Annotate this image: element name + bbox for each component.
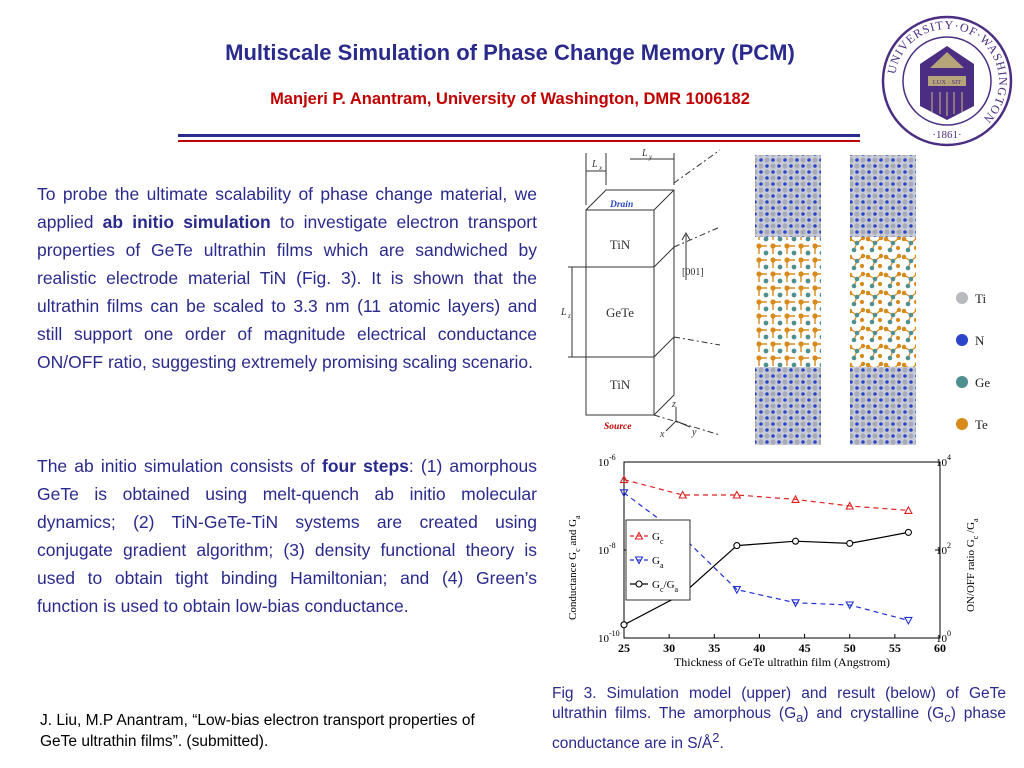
series-1-point: [732, 586, 742, 595]
axis-x-label: x: [659, 429, 665, 440]
legend-marker-1: [634, 556, 644, 565]
header-rule-red: [178, 140, 860, 142]
x-tick-label: 60: [934, 641, 946, 655]
y-left-axis-label: Conductance Gc and Ga: [567, 515, 582, 620]
series-line-0: [623, 479, 909, 511]
figure-caption: Fig 3. Simulation model (upper) and resu…: [552, 685, 1006, 753]
source-label: Source: [604, 422, 632, 432]
y-right-axis-label: ON/OFF ratio Gc /Ga: [965, 518, 980, 612]
svg-text:y: y: [648, 153, 653, 161]
legend-label-2: Gc/Ga: [652, 579, 679, 594]
layer-gete: GeTe: [606, 305, 634, 320]
crystalline-gete: [755, 237, 821, 367]
layer-tin-top: TiN: [610, 237, 631, 252]
x-tick-label: 55: [889, 641, 901, 655]
series-0-point: [732, 490, 742, 499]
x-axis-label: Thickness of GeTe ultrathin film (Angstr…: [674, 655, 890, 669]
page-subtitle: Manjeri P. Anantram, University of Washi…: [270, 90, 750, 108]
x-tick-label: 40: [753, 641, 765, 655]
y-right-tick-label: 104: [936, 453, 951, 469]
series-1-point: [619, 489, 629, 498]
legend-label-1: Ga: [652, 555, 664, 570]
legend-label-0: Gc: [652, 531, 664, 546]
series-line-1: [623, 492, 909, 621]
series-1-point: [903, 616, 913, 626]
direction-label: [001]: [682, 267, 704, 278]
atom-legend-label-ti: Ti: [975, 291, 986, 306]
series-0-point: [903, 505, 913, 514]
svg-text:x: x: [598, 164, 603, 172]
conductance-chart: 25 30 35 40 45 50 55 60 Thickness of GeTe ultrat…: [567, 453, 980, 669]
series-2-point: [733, 542, 741, 550]
atom-legend-label-n: N: [975, 333, 985, 348]
series-2-point: [620, 621, 628, 629]
y-right-tick-label: 102: [936, 541, 951, 557]
series-2-point: [904, 528, 912, 536]
body-paragraph-1: To probe the ultimate scalability of pha…: [37, 184, 537, 372]
x-tick-label: 35: [708, 641, 720, 655]
atom-legend-dot-n: [956, 334, 968, 346]
label-lz: L: [560, 307, 567, 318]
atom-legend-dot-ti: [956, 292, 968, 304]
x-tick-label: 45: [799, 641, 811, 655]
axis-z-label: z: [671, 399, 676, 410]
crystal-tin-top: [755, 155, 821, 237]
svg-text:z: z: [567, 312, 571, 320]
y-left-tick-label: 10-8: [598, 541, 616, 557]
atom-legend: Ti N Ge Te: [956, 291, 990, 432]
y-left-tick-label: 10-6: [598, 453, 616, 469]
layer-tin-bottom: TiN: [610, 377, 631, 392]
page-title: Multiscale Simulation of Phase Change Me…: [225, 40, 795, 65]
y-left-tick-label: 10-10: [598, 629, 620, 645]
atom-legend-dot-te: [956, 418, 968, 430]
amorphous-tin-top: [850, 155, 916, 237]
series-0-point: [845, 501, 855, 510]
label-lx: L: [591, 159, 598, 170]
reference-citation: J. Liu, M.P Anantram, “Low-bias electron…: [40, 712, 475, 750]
x-tick-label: 30: [663, 641, 675, 655]
atom-legend-dot-ge: [956, 376, 968, 388]
amorphous-tin-bottom: [850, 367, 916, 445]
amorphous-gete: [850, 237, 916, 367]
atom-legend-label-te: Te: [975, 417, 988, 432]
body-paragraph-2: The ab initio simulation consists of fou…: [37, 456, 537, 616]
series-0-point: [678, 490, 688, 499]
series-1-point: [845, 601, 855, 610]
university-seal-logo: UNIVERSITY·OF·WASHINGTON ·1861· LUX · SI…: [881, 15, 1013, 147]
header-rule-blue: [178, 134, 860, 137]
series-0-point: [619, 474, 629, 484]
axis-y-label: y: [691, 427, 697, 438]
series-2-point: [791, 537, 800, 545]
legend-marker-0: [634, 531, 644, 540]
series-2-point: [846, 539, 854, 547]
series-1-point: [791, 599, 800, 608]
x-tick-label: 25: [618, 641, 630, 655]
series-0-point: [791, 494, 800, 503]
y-right-tick-label: 100: [936, 629, 951, 645]
legend-marker-2: [635, 580, 643, 588]
crystal-tin-bottom: [755, 367, 821, 445]
simulation-model-figure: L x L y L z z x y Drain Source TiN GeTe …: [560, 148, 990, 445]
x-tick-label: 50: [844, 641, 856, 655]
label-ly: L: [641, 148, 648, 159]
atom-legend-label-ge: Ge: [975, 375, 990, 390]
drain-label: Drain: [609, 200, 633, 210]
seal-banner: LUX · SIT: [933, 79, 962, 86]
seal-year: ·1861·: [932, 129, 961, 141]
